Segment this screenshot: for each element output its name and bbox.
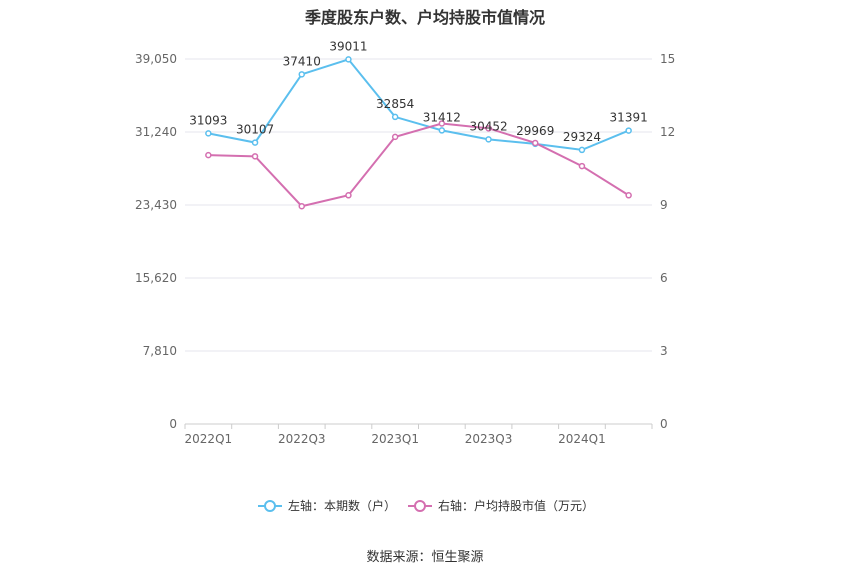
right-axis-tick-label: 15: [660, 52, 675, 66]
series-1-point[interactable]: [251, 139, 259, 146]
data-label: 31391: [610, 111, 648, 125]
series-line-2: [208, 122, 630, 208]
legend-label: 右轴：户均持股市值（万元）: [438, 498, 594, 513]
series-2-point[interactable]: [345, 192, 352, 199]
data-label: 30452: [469, 119, 507, 133]
series-1-point[interactable]: [345, 56, 352, 63]
x-axis-tick-label: 2022Q1: [185, 432, 233, 446]
series-1-point[interactable]: [438, 127, 446, 134]
legend-item-2[interactable]: 右轴：户均持股市值（万元）: [408, 498, 594, 513]
series-2-point[interactable]: [578, 162, 586, 170]
data-label: 30107: [236, 123, 274, 137]
right-axis-tick-label: 6: [660, 271, 668, 285]
right-axis-tick-label: 12: [660, 125, 675, 139]
x-axis-tick-label: 2024Q1: [558, 432, 606, 446]
data-label: 29324: [563, 130, 601, 144]
series-line-1: [208, 58, 630, 151]
left-axis-tick-label: 7,810: [143, 344, 177, 358]
series-2-point[interactable]: [532, 139, 539, 147]
right-axis-tick-label: 9: [660, 198, 668, 212]
series-2-point[interactable]: [391, 133, 399, 141]
series-1-point[interactable]: [485, 136, 492, 143]
series-2-point[interactable]: [438, 120, 446, 127]
left-axis-tick-label: 23,430: [135, 198, 177, 212]
left-axis-tick-label: 31,240: [135, 125, 177, 139]
data-label: 31412: [423, 110, 461, 124]
source-note: 数据来源：恒生聚源: [366, 550, 484, 565]
legend-item-1[interactable]: 左轴：本期数（户）: [258, 498, 396, 513]
series-2-point[interactable]: [625, 192, 632, 199]
x-axis-tick-label: 2023Q1: [371, 432, 419, 446]
series-1-point[interactable]: [578, 146, 586, 154]
legend-marker-icon: [264, 500, 276, 512]
x-axis-tick-label: 2023Q3: [465, 432, 513, 446]
series-1-point[interactable]: [205, 130, 212, 137]
right-axis-tick-label: 0: [660, 417, 668, 431]
data-label: 31093: [189, 113, 227, 127]
legend-marker-icon: [414, 500, 426, 512]
legend-label: 左轴：本期数（户）: [288, 498, 396, 513]
series-2-point[interactable]: [205, 151, 212, 159]
series-2-point[interactable]: [485, 125, 492, 132]
series-1-point[interactable]: [625, 127, 632, 134]
series-2-point[interactable]: [251, 153, 259, 160]
right-axis-tick-label: 3: [660, 344, 668, 358]
left-axis-tick-label: 15,620: [135, 271, 177, 285]
grid-lines: [185, 58, 652, 425]
data-label: 29969: [516, 124, 554, 138]
series-lines: [205, 56, 632, 210]
axes: 0 0 7,810 3 15,620 6 23,430 9 31,240 12 39,050 15 20…: [135, 52, 675, 446]
legend[interactable]: 左轴：本期数（户） 右轴：户均持股市值（万元）: [258, 498, 594, 513]
data-label: 32854: [376, 97, 414, 111]
chart-title: 季度股东户数、户均持股市值情况: [304, 8, 545, 27]
x-axis-tick-label: 2022Q3: [278, 432, 326, 446]
left-axis-tick-label: 0: [169, 417, 177, 431]
series-1-point[interactable]: [391, 113, 399, 121]
data-label: 37410: [283, 54, 321, 68]
data-labels: 31093 30107 37410 39011 32854 31412 30452 29969…: [189, 39, 647, 144]
series-2-point[interactable]: [298, 202, 305, 210]
data-label: 39011: [329, 39, 367, 53]
series-1-point[interactable]: [298, 71, 305, 78]
left-axis-tick-label: 39,050: [135, 52, 177, 66]
